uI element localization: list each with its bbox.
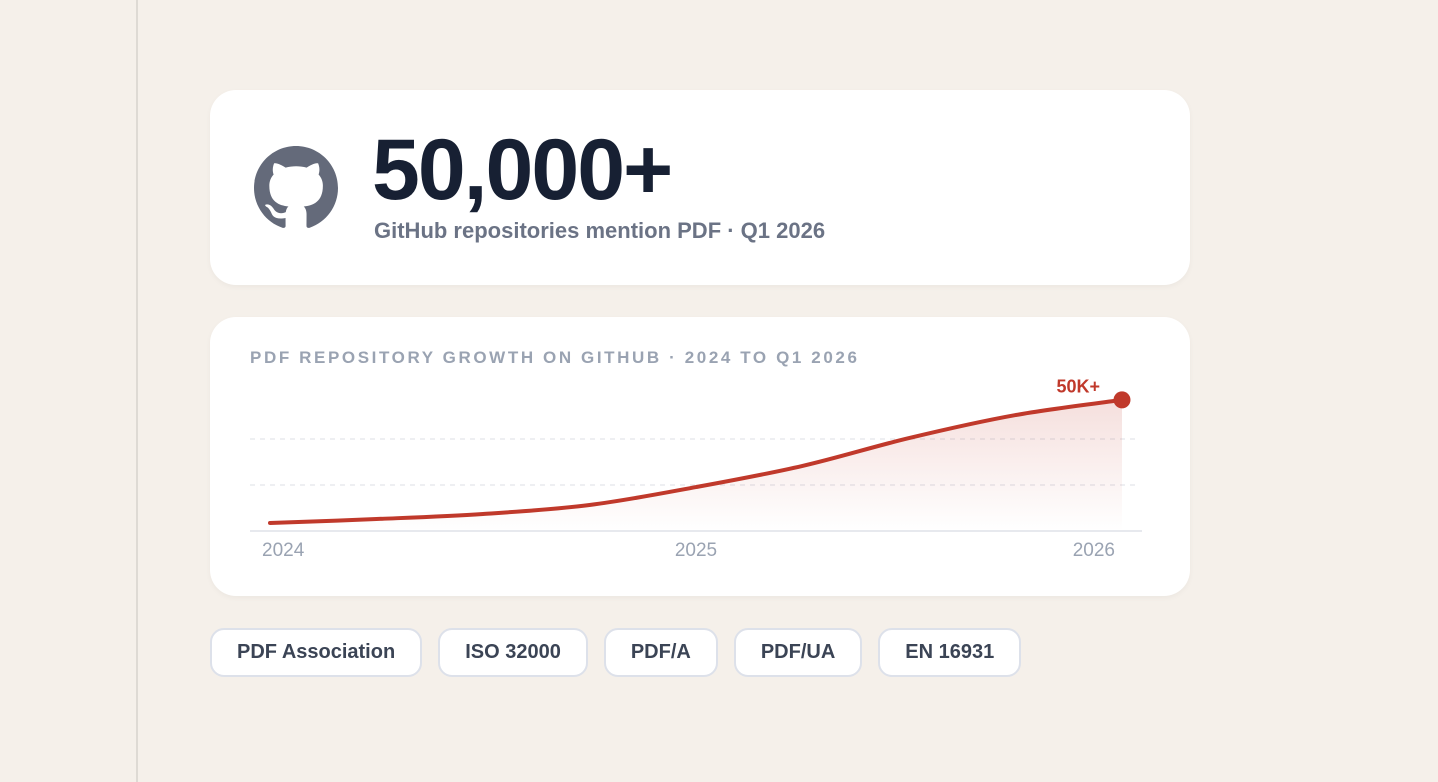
chart-title: PDF REPOSITORY GROWTH ON GITHUB · 2024 T… [250,348,860,367]
x-tick-label: 2025 [675,540,717,561]
tag[interactable]: PDF/UA [733,628,863,677]
area [270,399,1122,531]
line [268,397,1124,525]
chart-card: 2024 2025 2026 50K+ PDF REPOSITORY GROWTH O… [210,317,1190,596]
stat-card: 50,000+ GitHub repositories mention PDF … [210,90,1190,285]
stat-caption: GitHub repositories mention PDF · Q1 202… [374,218,826,243]
x-tick-label: 2024 [262,540,305,561]
stat-value: 50,000+ [372,122,673,218]
tag[interactable]: PDF/A [603,628,718,677]
chart: 2024 2025 2026 50K+ [250,377,1142,561]
github-icon [254,146,338,228]
tag[interactable]: PDF Association [210,628,423,677]
x-tick-label: 2026 [1073,540,1115,561]
tag-list: PDF Association ISO 32000 PDF/A PDF/UA EN 16… [210,628,1022,677]
end-point [1113,391,1131,409]
tag[interactable]: EN 16931 [878,628,1022,677]
tag[interactable]: ISO 32000 [438,628,588,677]
sidebar-divider [136,0,138,782]
end-label: 50K+ [1056,377,1100,397]
